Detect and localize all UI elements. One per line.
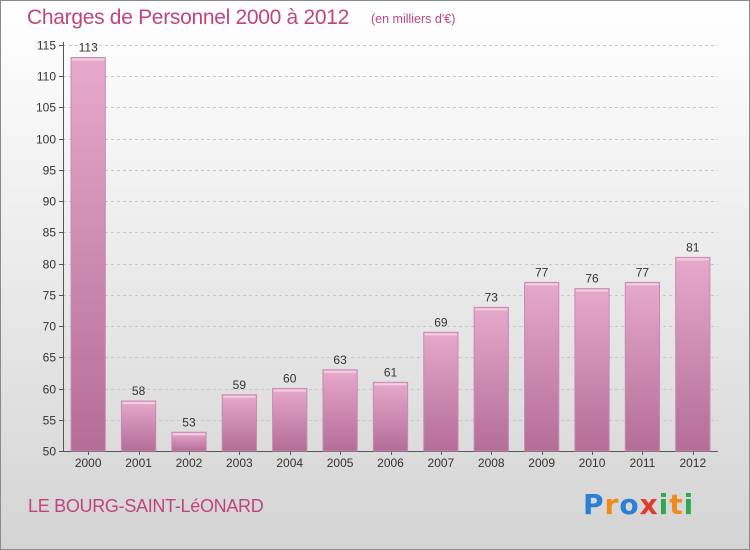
bar-highlight [323,370,357,373]
bar-highlight [122,402,155,405]
x-tick-label: 2003 [226,456,253,470]
y-tick-label: 90 [43,195,57,209]
bar [70,56,106,452]
data-label: 53 [182,415,196,429]
bar [120,400,157,452]
logo-letter: o [619,488,640,521]
bar [322,369,358,452]
y-tick-label: 60 [43,383,57,397]
bar [675,256,711,452]
x-tick-label: 2001 [125,456,152,470]
y-tick-label: 110 [37,70,56,84]
data-label: 58 [132,384,146,398]
logo-letter: P [583,488,605,521]
y-tick-label: 95 [43,164,57,178]
x-tick-label: 2010 [579,456,606,470]
x-tick-label: 2000 [75,456,102,470]
y-tick-label: 105 [36,101,56,115]
x-tick-label: 2002 [176,456,203,470]
x-tick-label: 2009 [528,456,555,470]
bar [272,388,308,452]
y-tick-label: 65 [43,351,57,365]
data-label: 59 [233,378,247,392]
data-label: 61 [384,365,398,379]
bar-highlight [72,58,105,61]
bar [372,381,409,452]
bar [171,431,207,452]
bar [524,281,560,452]
bar [473,306,509,452]
bar [423,331,459,452]
data-label: 81 [686,240,700,254]
bar-highlight [676,258,709,261]
logo-letter: t [669,488,684,521]
y-tick-label: 70 [43,320,57,334]
y-tick-label: 85 [43,226,57,240]
x-tick-label: 2007 [428,456,455,470]
bar-highlight [223,395,256,398]
data-label: 77 [636,265,650,279]
x-tick-label: 2004 [276,456,303,470]
y-tick-label: 75 [43,289,57,303]
x-tick-label: 2008 [478,456,505,470]
data-label: 113 [79,40,98,54]
data-label: 63 [333,353,347,367]
x-tick-label: 2006 [377,456,404,470]
logo-letter: r [604,488,620,521]
logo-letter: x [639,488,659,521]
y-tick-label: 100 [36,133,56,147]
y-tick-label: 50 [43,445,57,459]
chart-title: Charges de Personnel 2000 à 2012 [27,6,349,29]
location-name: LE BOURG-SAINT-LéONARD [28,496,264,516]
data-label: 77 [535,265,549,279]
bar-highlight [525,283,558,286]
y-tick-label: 115 [37,39,56,53]
y-tick-label: 55 [43,414,57,428]
logo-letter: i [683,488,695,521]
bar-highlight [172,433,206,436]
bar [624,281,661,452]
data-label: 76 [585,272,599,286]
bar [574,288,610,452]
chart-subtitle: (en milliers d'€) [371,12,456,26]
x-tick-label: 2012 [679,456,706,470]
data-label: 69 [434,315,448,329]
y-tick-label: 80 [43,258,57,272]
bar [221,394,257,452]
logo-letter: i [658,488,670,521]
bar-highlight [626,283,659,286]
data-label: 60 [283,372,297,386]
proxiti-logo[interactable]: Proxiti [583,488,694,521]
data-label: 73 [485,290,499,304]
bar-highlight [475,308,508,311]
x-tick-label: 2005 [327,456,354,470]
bar-highlight [374,383,407,386]
bar-highlight [424,333,458,336]
bar-highlight [273,389,306,392]
bar-highlight [575,289,609,292]
x-tick-label: 2011 [630,456,656,470]
